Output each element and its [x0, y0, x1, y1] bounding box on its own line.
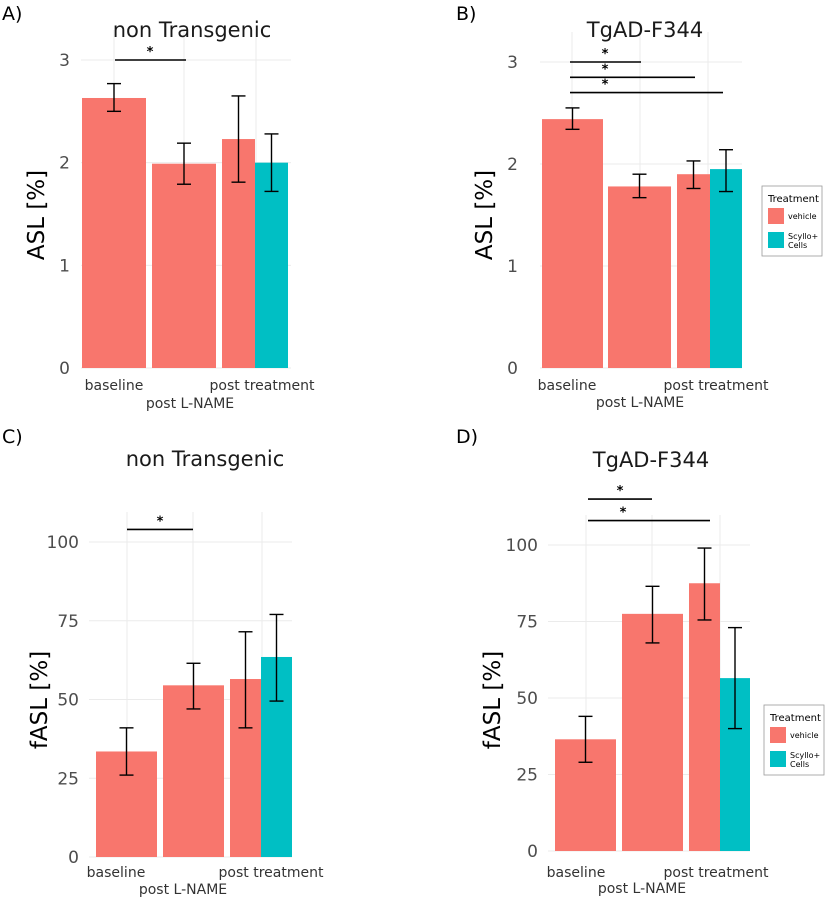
x-tick-label: post treatment — [664, 378, 769, 394]
significance-star: * — [617, 484, 624, 499]
y-tick-label: 100 — [47, 533, 79, 553]
panel-label: D) — [456, 426, 478, 448]
significance-star: * — [602, 78, 609, 93]
y-tick-label: 100 — [506, 536, 538, 556]
y-tick-label: 2 — [507, 155, 518, 175]
significance-star: * — [602, 62, 609, 77]
y-axis-label: fASL [%] — [480, 651, 506, 749]
y-tick-label: 3 — [507, 53, 518, 73]
y-tick-label: 1 — [507, 257, 518, 277]
chart-title: TgAD-F344 — [592, 448, 709, 472]
bar — [163, 685, 224, 857]
x-tick-label: baseline — [85, 378, 144, 394]
legend-label: vehicle — [788, 212, 817, 221]
y-tick-label: 2 — [59, 154, 70, 174]
legend-label: Cells — [790, 760, 809, 769]
x-tick-label: post L-NAME — [598, 881, 686, 897]
bar — [82, 97, 146, 368]
bar — [255, 162, 288, 368]
y-axis-label: fASL [%] — [27, 651, 53, 749]
y-axis-label: ASL [%] — [472, 170, 498, 260]
panel-label: C) — [2, 426, 23, 448]
chart-title: TgAD-F344 — [586, 18, 703, 42]
legend-swatch — [768, 232, 784, 248]
x-tick-label: post L-NAME — [139, 882, 227, 898]
legend-label: vehicle — [790, 731, 819, 740]
x-tick-label: baseline — [547, 865, 606, 881]
x-tick-label: baseline — [538, 378, 597, 394]
y-tick-label: 50 — [57, 691, 79, 711]
legend-swatch — [770, 727, 786, 743]
y-tick-label: 1 — [59, 256, 70, 276]
bar — [622, 613, 683, 851]
chart-title: non Transgenic — [113, 18, 272, 42]
bar — [608, 186, 671, 368]
legend-title: Treatment — [769, 713, 821, 724]
legend-label: Cells — [788, 241, 807, 250]
y-tick-label: 75 — [516, 613, 538, 633]
bar — [689, 583, 720, 851]
panel-a: 0 1 2 3 * baseline post treatment post L-NAME no… — [2, 3, 315, 412]
panel-label: A) — [2, 3, 22, 25]
y-tick-label: 25 — [516, 766, 538, 786]
bar — [152, 163, 216, 368]
bar — [677, 174, 710, 368]
y-tick-label: 0 — [68, 848, 79, 868]
legend-title: Treatment — [767, 194, 819, 205]
y-axis-label: ASL [%] — [24, 170, 50, 260]
bar — [710, 169, 742, 368]
y-tick-label: 0 — [527, 842, 538, 862]
legend: Treatment vehicle Scyllo+Cells — [761, 185, 823, 257]
x-tick-label: post treatment — [664, 865, 769, 881]
chart-title: non Transgenic — [126, 447, 285, 471]
legend: Treatment vehicle Scyllo+Cells — [763, 704, 825, 776]
y-tick-label: 0 — [507, 359, 518, 379]
significance-star: * — [157, 514, 164, 529]
legend-swatch — [768, 208, 784, 224]
y-tick-label: 0 — [59, 359, 70, 379]
x-tick-label: post L-NAME — [596, 395, 684, 411]
legend-label: Scyllo+ — [788, 232, 818, 241]
significance-star: * — [602, 47, 609, 62]
y-tick-label: 50 — [516, 689, 538, 709]
x-tick-label: post treatment — [210, 378, 315, 394]
x-tick-label: baseline — [87, 865, 146, 881]
significance-star: * — [147, 45, 154, 60]
y-tick-label: 3 — [59, 51, 70, 71]
bar — [542, 119, 603, 369]
x-tick-label: post L-NAME — [146, 396, 234, 412]
significance-star: * — [620, 506, 627, 521]
y-tick-label: 25 — [57, 769, 79, 789]
panel-label: B) — [456, 3, 476, 25]
x-tick-label: post treatment — [219, 865, 324, 881]
y-tick-label: 75 — [57, 612, 79, 632]
legend-label: Scyllo+ — [790, 751, 820, 760]
legend-swatch — [770, 751, 786, 767]
